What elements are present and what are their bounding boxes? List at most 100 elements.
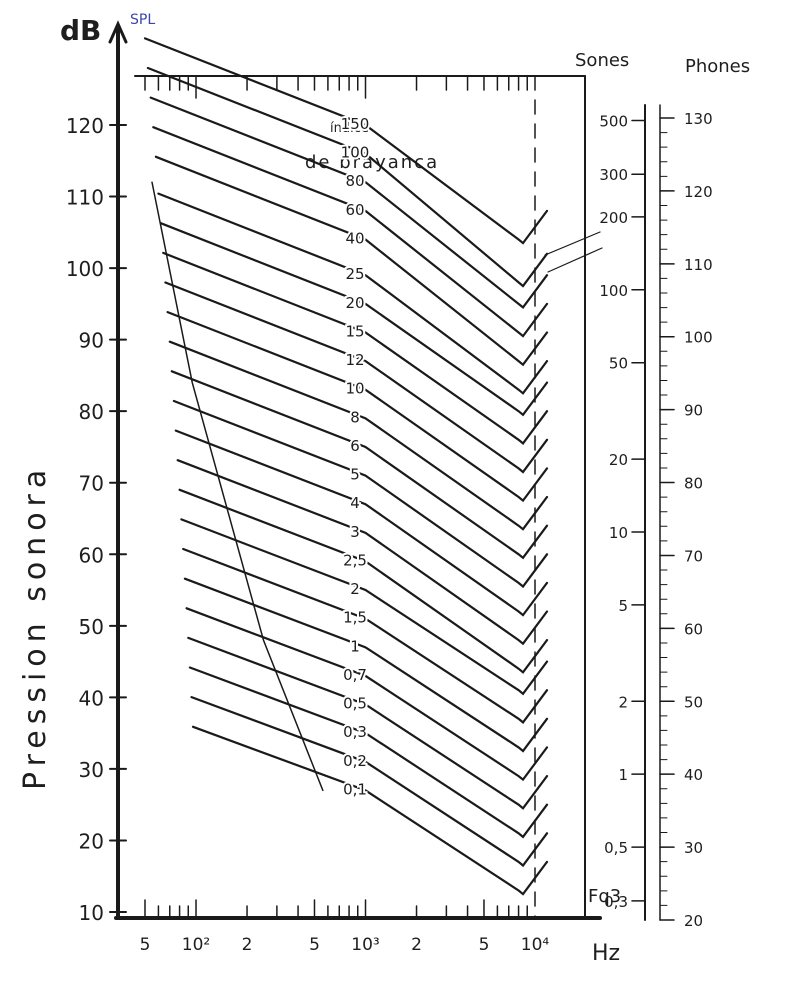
y-tick-label: 100 <box>66 257 104 281</box>
y-unit-note: SPL <box>130 12 155 28</box>
curve-label: 40 <box>345 229 364 247</box>
x-tick-label: 10² <box>182 935 210 955</box>
y-unit-label: dB <box>60 14 101 47</box>
curve-label: 0,1 <box>343 780 367 798</box>
x-tick-label: 5 <box>309 935 320 955</box>
sones-tick-label: 20 <box>609 451 628 469</box>
phones-tick-label: 70 <box>684 547 703 565</box>
noise-curve <box>152 126 549 338</box>
y-tick-label: 20 <box>79 829 104 853</box>
curve-label: 1 <box>350 637 360 655</box>
sones-tick-label: 10 <box>609 524 628 542</box>
y-tick-label: 120 <box>66 114 104 138</box>
y-tick-label: 60 <box>79 543 104 567</box>
noise-curve <box>166 311 549 503</box>
curve-label: 2,5 <box>343 551 367 569</box>
y-tick-label: 90 <box>79 329 104 353</box>
sones-tick-label: 2 <box>618 693 628 711</box>
curve-label: 15 <box>345 322 364 340</box>
x-tick-label: 2 <box>411 935 422 955</box>
noise-curve <box>162 251 549 445</box>
curve-label: 10 <box>345 380 364 398</box>
phones-tick-label: 20 <box>684 912 703 930</box>
sones-tick-label: 0,5 <box>604 839 628 857</box>
y-tick-label: 30 <box>79 758 104 782</box>
noise-curve <box>185 607 549 782</box>
phones-tick-label: 80 <box>684 475 703 493</box>
noise-curve <box>174 429 549 617</box>
noise-curve <box>176 459 549 646</box>
phones-tick-label: 100 <box>684 329 713 347</box>
pointer-line-upper <box>544 231 601 256</box>
noise-curve <box>159 222 549 417</box>
curve-label: 6 <box>350 437 360 455</box>
phones-tick-label: 90 <box>684 402 703 420</box>
curve-label: 0,2 <box>343 752 367 770</box>
bottom-right-label: Fq3 <box>588 886 621 907</box>
phones-tick-label: 60 <box>684 620 703 638</box>
phones-tick-label: 40 <box>684 766 703 784</box>
curve-label: 150 <box>341 115 370 133</box>
y-tick-label: 40 <box>79 686 104 710</box>
sones-tick-label: 100 <box>599 282 628 300</box>
sones-tick-label: 0,3 <box>604 893 628 911</box>
x-tick-label: 10⁴ <box>521 935 550 955</box>
noise-curve <box>157 192 549 395</box>
noise-curve <box>187 636 549 810</box>
noise-curve <box>191 725 549 896</box>
noise-curve <box>172 399 549 589</box>
right-axes-ticks: 1301201101009080706050403020500300200100… <box>599 110 712 930</box>
noise-curve <box>178 488 549 674</box>
x-tick-label: 5 <box>140 935 151 955</box>
phones-tick-label: 110 <box>684 256 713 274</box>
curve-label: 100 <box>341 144 370 162</box>
noise-curve <box>143 37 549 245</box>
curve-label: 20 <box>345 294 364 312</box>
phones-tick-label: 130 <box>684 110 713 128</box>
noise-curve <box>188 666 549 839</box>
boundary-line <box>151 181 324 792</box>
sones-tick-label: 50 <box>609 355 628 373</box>
curve-label: 3 <box>350 523 360 541</box>
curve-label: 1,5 <box>343 609 367 627</box>
y-axis-title: Pression sonora <box>18 464 53 790</box>
noise-curve <box>182 547 549 724</box>
y-ticks: 120 110 100 90 80 70 60 50 40 30 20 10 <box>66 114 127 925</box>
y-tick-label: 50 <box>79 615 104 639</box>
curve-title-line2: de brayanca <box>305 152 439 173</box>
y-tick-label: 70 <box>79 472 104 496</box>
y-tick-label: 110 <box>66 186 104 210</box>
noise-curve <box>170 370 549 560</box>
curve-label: 4 <box>350 494 360 512</box>
curve-title-line1: índice <box>330 121 369 136</box>
sones-tick-label: 5 <box>618 597 628 615</box>
curve-label: 80 <box>345 172 364 190</box>
x-tick-label: 5 <box>479 935 490 955</box>
sones-tick-label: 1 <box>618 766 628 784</box>
y-tick-label: 80 <box>79 400 104 424</box>
y-tick-label: 10 <box>79 901 104 925</box>
curve-label: 12 <box>345 351 364 369</box>
curve-label: 60 <box>345 201 364 219</box>
curve-label: 25 <box>345 265 364 283</box>
sones-tick-label: 300 <box>599 166 628 184</box>
sones-axis-title: Sones <box>575 50 629 71</box>
noise-curve <box>149 96 549 309</box>
phones-tick-label: 120 <box>684 183 713 201</box>
noise-curve <box>154 155 549 367</box>
curve-group <box>143 37 549 896</box>
curve-label: 8 <box>350 408 360 426</box>
x-tick-label: 10³ <box>351 935 379 955</box>
phones-axis-title: Phones <box>685 56 750 77</box>
pointer-line-lower <box>547 247 603 273</box>
noise-curve <box>168 340 549 531</box>
x-ticks: 5 10² 2 5 10³ 2 5 10⁴ <box>140 899 550 955</box>
noise-curve <box>190 696 549 868</box>
sones-tick-label: 200 <box>599 209 628 227</box>
top-minor-ticks <box>144 75 528 99</box>
noise-curve <box>180 518 549 696</box>
noise-curve <box>183 577 549 753</box>
curve-label: 5 <box>350 466 360 484</box>
x-unit-label: Hz <box>592 941 620 966</box>
